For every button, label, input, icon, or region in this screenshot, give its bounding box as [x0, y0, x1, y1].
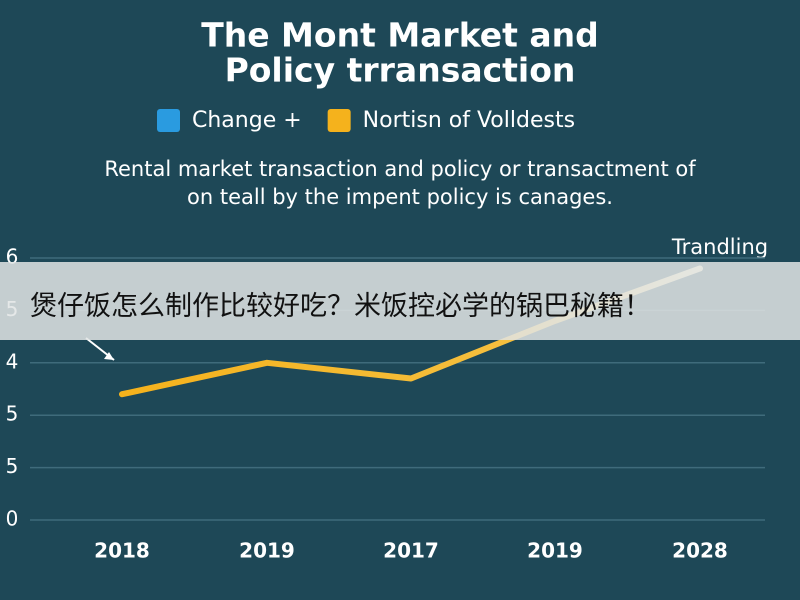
x-tick-label: 2019 — [239, 539, 295, 563]
caption: 煲仔饭怎么制作比较好吃？米饭控必学的锅巴秘籍！ — [30, 291, 651, 322]
y-tick-label: 5 — [6, 454, 19, 478]
annotation: Trandling — [671, 235, 768, 259]
subtitle: on teall by the impent policy is canages… — [187, 185, 613, 209]
caption-banner: 煲仔饭怎么制作比较好吃？米饭控必学的锅巴秘籍！ — [0, 262, 800, 340]
legend-label: Change + — [192, 108, 302, 133]
legend-swatch — [327, 109, 351, 132]
x-tick-label: 2019 — [527, 539, 583, 563]
arrow-head — [104, 352, 114, 360]
chart-title: Policy trransaction — [225, 51, 576, 90]
y-tick-label: 5 — [6, 402, 19, 426]
y-tick-label: 0 — [6, 507, 19, 531]
subtitle: Rental market transaction and policy or … — [104, 157, 696, 181]
x-tick-label: 2017 — [383, 539, 439, 563]
x-tick-label: 2018 — [94, 539, 150, 563]
y-tick-label: 4 — [6, 349, 19, 373]
x-tick-label: 2028 — [672, 539, 728, 563]
legend-label: Nortisn of Volldests — [363, 108, 575, 133]
chart-title: The Mont Market and — [201, 16, 599, 55]
legend-swatch — [157, 109, 180, 132]
